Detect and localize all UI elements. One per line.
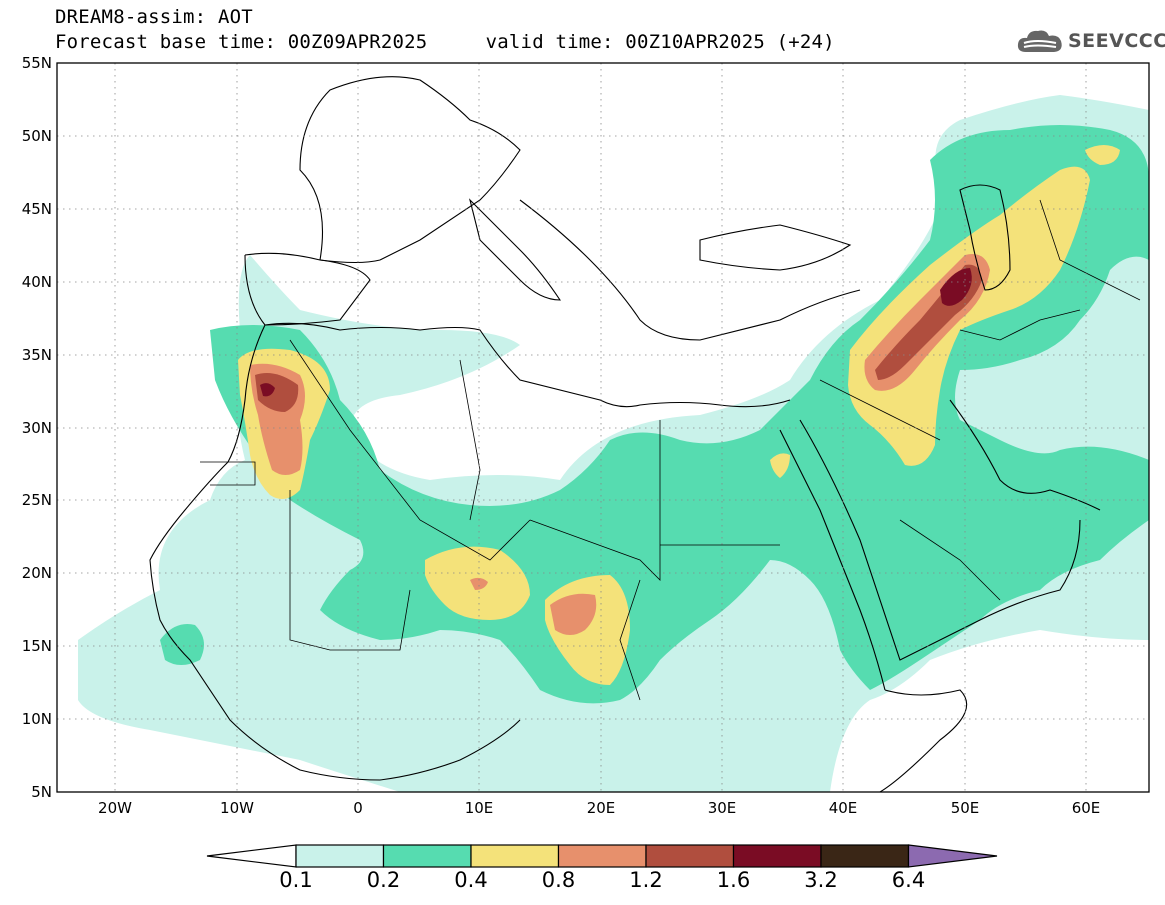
lat-label: 35N [22,346,52,364]
coast-horn-africa [879,689,968,792]
border-mali [289,490,411,651]
aot-band-0.4-kazakh [1085,145,1120,165]
border-sahara-3 [529,420,661,581]
aot-band-1.2-morocco [255,372,299,412]
coastlines [149,76,1101,792]
colorbar-high-triangle [907,844,998,868]
border-sahara-2 [459,359,481,521]
colorbar-bin-0.4 [470,844,560,868]
aot-band-1.6-mideast [940,268,972,306]
coast-persian-gulf [949,399,1101,511]
colorbar-label: 3.2 [804,868,838,892]
colorbar-bin-1.6 [732,844,822,868]
logo-text: SEEVCCC [1068,30,1165,52]
map-title: DREAM8-assim: AOT [55,6,253,28]
coast-mediterranean-south [264,322,791,408]
colorbar-low-triangle [206,844,297,868]
colorbar-label: 0.2 [366,868,401,892]
border-west-sahara [200,461,256,486]
border-sahara-1 [289,339,531,561]
colorbar-label: 0.4 [454,868,488,892]
lat-label: 10N [22,710,52,728]
graticule [57,63,1149,792]
border-chad [619,579,641,701]
lon-label: 40E [829,799,858,817]
colorbar-bin-0.1 [295,844,385,868]
coast-west-africa [149,324,521,781]
aot-band-0.4-mideast [848,166,1090,466]
border-mideast-1 [819,379,941,441]
forecast-time-line: Forecast base time: 00Z09APR2025 valid t… [55,31,835,53]
lon-label: 10W [220,799,254,817]
colorbar-label: 1.2 [629,868,663,892]
colorbar-bin-3.2 [820,844,910,868]
border-mideast-2 [959,309,1081,341]
lon-label: 30E [708,799,737,817]
aot-field [78,95,1149,792]
border-central-asia [1039,199,1141,301]
aot-band-0.8-chad [550,593,597,635]
colorbar [206,844,998,868]
colorbar-label: 6.4 [891,868,926,892]
lat-label: 45N [22,200,52,218]
aot-band-0.2-sahel [160,624,204,665]
coast-europe [299,76,521,264]
aot-band-0.4-redsea [770,453,790,478]
cloud-icon [1017,30,1062,52]
colorbar-bin-0.8 [557,844,647,868]
colorbar-bin-1.2 [645,844,735,868]
lat-label: 15N [22,637,52,655]
coast-red-sea [779,429,886,691]
coast-black-sea [699,224,852,271]
country-borders [200,199,1141,701]
colorbar-bin-0.2 [382,844,472,868]
lat-label: 20N [22,564,52,582]
map-frame [56,62,1150,793]
lat-label: 50N [22,127,52,145]
lat-axis-labels: 55N 50N 45N 40N 35N 30N 25N 20N 15N 10N … [22,54,52,801]
lat-label: 5N [31,783,52,801]
colorbar-label: 1.6 [716,868,751,892]
lon-label: 10E [465,799,494,817]
aot-band-1.6-morocco [260,383,275,397]
aot-band-0.2-east [1030,526,1081,575]
lon-label: 20W [98,799,132,817]
lon-axis-labels: 20W 10W 0 10E 20E 30E 40E 50E 60E [98,799,1100,817]
lon-label: 50E [951,799,980,817]
lon-label: 0 [353,799,363,817]
coast-balkans [519,199,861,341]
lat-label: 55N [22,54,52,72]
lat-label: 30N [22,419,52,437]
seevccc-logo: SEEVCCC [1016,24,1165,58]
coast-arabia [799,419,1081,661]
lat-label: 25N [22,491,52,509]
lon-label: 20E [587,799,616,817]
coast-caspian [959,184,1011,291]
lat-label: 40N [22,273,52,291]
coast-iberia [244,252,371,326]
border-arabia [899,519,1001,601]
lon-label: 60E [1072,799,1101,817]
coast-italy [468,198,562,301]
aot-band-1.2-niger [470,577,488,590]
colorbar-label: 0.1 [279,868,313,892]
colorbar-label: 0.8 [541,868,576,892]
